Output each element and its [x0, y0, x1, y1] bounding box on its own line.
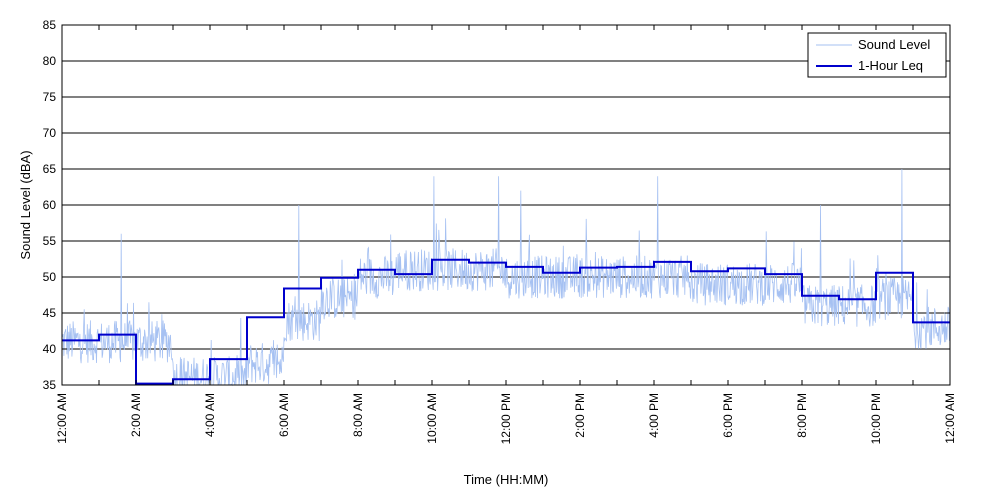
y-tick-label: 40	[43, 342, 57, 356]
y-tick-label: 75	[43, 90, 57, 104]
x-tick-label: 2:00 PM	[573, 393, 587, 438]
x-tick-label: 2:00 AM	[129, 393, 143, 437]
leq-series	[62, 258, 950, 385]
x-tick-label: 6:00 PM	[721, 393, 735, 438]
x-axis-label: Time (HH:MM)	[464, 472, 549, 487]
legend-box	[807, 32, 947, 78]
y-axis-ticks: 35 40 45 50 55 60 65 70 75 80 85	[43, 18, 950, 392]
leq-step-line	[62, 258, 950, 385]
x-tick-label: 10:00 AM	[425, 393, 439, 444]
legend-entry-sound-level: Sound Level	[858, 37, 930, 52]
x-tick-label: 4:00 PM	[647, 393, 661, 438]
x-tick-label: 12:00 PM	[499, 393, 513, 444]
legend-entry-leq: 1-Hour Leq	[858, 58, 923, 73]
x-tick-label: 12:00 AM	[943, 393, 957, 444]
y-tick-label: 85	[43, 18, 57, 32]
x-tick-label: 4:00 AM	[203, 393, 217, 437]
x-tick-label: 12:00 AM	[55, 393, 69, 444]
y-tick-label: 45	[43, 306, 57, 320]
y-tick-label: 60	[43, 198, 57, 212]
y-tick-label: 55	[43, 234, 57, 248]
y-tick-label: 70	[43, 126, 57, 140]
x-tick-label: 8:00 AM	[351, 393, 365, 437]
legend: Sound Level 1-Hour Leq	[807, 32, 947, 78]
x-tick-label: 6:00 AM	[277, 393, 291, 437]
y-tick-label: 65	[43, 162, 57, 176]
y-tick-label: 80	[43, 54, 57, 68]
x-tick-label: 10:00 PM	[869, 393, 883, 444]
grid-lines	[62, 60, 950, 350]
y-tick-label: 35	[43, 378, 57, 392]
y-axis-label: Sound Level (dBA)	[18, 150, 33, 259]
y-tick-label: 50	[43, 270, 57, 284]
x-axis-ticks: 12:00 AM 2:00 AM 4:00 AM 6:00 AM 8:00 AM 10:0…	[55, 25, 957, 444]
x-tick-label: 8:00 PM	[795, 393, 809, 438]
